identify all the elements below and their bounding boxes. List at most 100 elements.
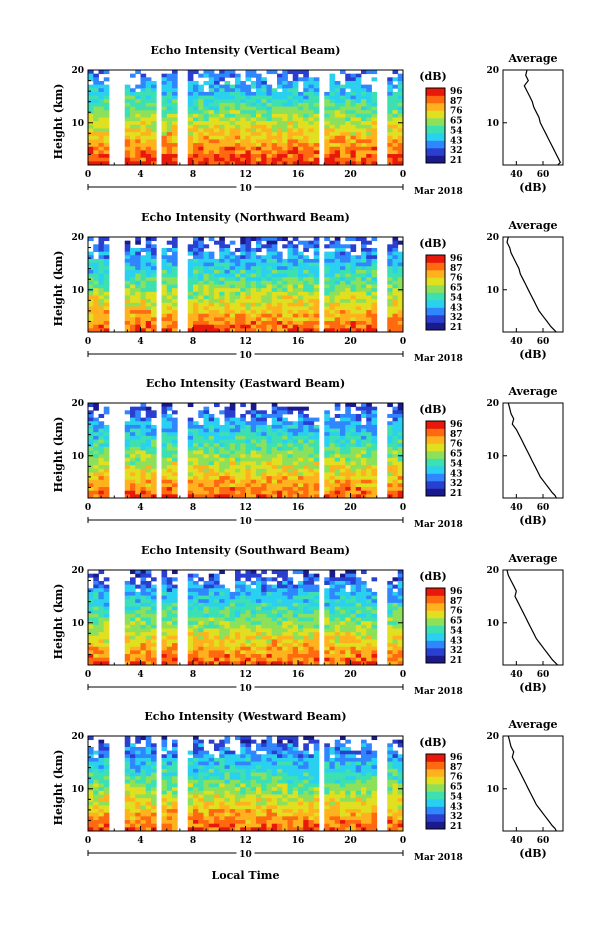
heatmap-cell	[366, 103, 372, 107]
heatmap-cell	[282, 306, 288, 310]
heatmap-cell	[330, 599, 336, 603]
heatmap-cell	[151, 270, 157, 274]
heatmap-cell	[366, 317, 372, 321]
heatmap-cell	[99, 603, 105, 607]
colorbar-band	[426, 451, 445, 459]
heatmap-cell	[251, 274, 257, 278]
heatmap-cell	[372, 121, 378, 125]
heatmap-cell	[99, 92, 105, 96]
heatmap-cell	[198, 621, 204, 625]
heatmap-cell	[235, 321, 241, 325]
heatmap-cell	[330, 281, 336, 285]
heatmap-cell	[314, 596, 320, 600]
heatmap-cell	[387, 85, 393, 89]
heatmap-cell	[230, 88, 236, 92]
heatmap-cell	[209, 461, 215, 465]
heatmap-cell	[225, 266, 231, 270]
heatmap-cell	[172, 96, 178, 100]
heatmap-cell	[261, 259, 267, 263]
y-tick-label: 10	[71, 452, 84, 462]
heatmap-cell	[141, 150, 147, 154]
heatmap-cell	[193, 465, 199, 469]
heatmap-cell	[93, 158, 99, 162]
heatmap-cell	[251, 255, 257, 259]
heatmap-cell	[298, 121, 304, 125]
heatmap-cell	[393, 429, 399, 433]
heatmap-cell	[293, 632, 299, 636]
heatmap-cell	[246, 241, 252, 245]
heatmap-cell	[93, 136, 99, 140]
heatmap-cell	[167, 639, 173, 643]
heatmap-cell	[146, 621, 152, 625]
heatmap-cell	[288, 581, 294, 585]
heatmap-cell	[209, 465, 215, 469]
x-tick-label: 4	[137, 503, 143, 513]
heatmap-cell	[167, 96, 173, 100]
heatmap-cell	[251, 418, 257, 422]
heatmap-cell	[225, 647, 231, 651]
heatmap-cell	[288, 136, 294, 140]
heatmap-cell	[93, 92, 99, 96]
heatmap-cell	[303, 255, 309, 259]
heatmap-cell	[277, 99, 283, 103]
colorbar-band	[426, 300, 445, 308]
heatmap-cell	[209, 314, 215, 318]
heatmap-cell	[167, 614, 173, 618]
heatmap-cell	[251, 114, 257, 118]
heatmap-cell	[167, 263, 173, 267]
heatmap-cell	[288, 425, 294, 429]
heatmap-cell	[246, 270, 252, 274]
heatmap-cell	[288, 252, 294, 256]
heatmap-cell	[93, 285, 99, 289]
heatmap-cell	[225, 480, 231, 484]
heatmap-cell	[387, 325, 393, 329]
heatmap-cell	[88, 403, 94, 407]
heatmap-cell	[99, 252, 105, 256]
heatmap-cell	[141, 472, 147, 476]
heatmap-cell	[340, 303, 346, 307]
heatmap-cell	[246, 274, 252, 278]
heatmap-cell	[146, 248, 152, 252]
heatmap-cell	[151, 306, 157, 310]
heatmap-cell	[272, 270, 278, 274]
heatmap-cell	[146, 147, 152, 151]
heatmap-cell	[151, 154, 157, 158]
heatmap-cell	[366, 92, 372, 96]
heatmap-cell	[330, 592, 336, 596]
heatmap-cell	[351, 610, 357, 614]
heatmap-cell	[282, 292, 288, 296]
heatmap-cell	[335, 632, 341, 636]
heatmap-cell	[330, 472, 336, 476]
heatmap-cell	[193, 639, 199, 643]
heatmap-cell	[261, 429, 267, 433]
heatmap-cell	[88, 114, 94, 118]
heatmap-cell	[188, 292, 194, 296]
heatmap-cell	[282, 418, 288, 422]
heatmap-cell	[303, 147, 309, 151]
heatmap-cell	[93, 487, 99, 491]
heatmap-cell	[251, 121, 257, 125]
heatmap-cell	[277, 154, 283, 158]
colorbar-tick-label: 96	[450, 87, 463, 97]
heatmap-cell	[356, 299, 362, 303]
heatmap-cell	[240, 99, 246, 103]
heatmap-cell	[251, 317, 257, 321]
heatmap-cell	[330, 425, 336, 429]
heatmap-cell	[309, 274, 315, 278]
heatmap-cell	[277, 136, 283, 140]
heatmap-cell	[125, 607, 131, 611]
heatmap-cell	[351, 107, 357, 111]
heatmap-cell	[225, 81, 231, 85]
heatmap-cell	[204, 259, 210, 263]
heatmap-cell	[303, 274, 309, 278]
heatmap-cell	[193, 574, 199, 578]
heatmap-cell	[303, 592, 309, 596]
heatmap-cell	[251, 472, 257, 476]
heatmap-cell	[167, 121, 173, 125]
heatmap-cell	[361, 259, 367, 263]
heatmap-cell	[335, 274, 341, 278]
heatmap-cell	[251, 237, 257, 241]
heatmap-cell	[235, 581, 241, 585]
heatmap-cell	[372, 429, 378, 433]
heatmap-cells	[88, 403, 403, 498]
